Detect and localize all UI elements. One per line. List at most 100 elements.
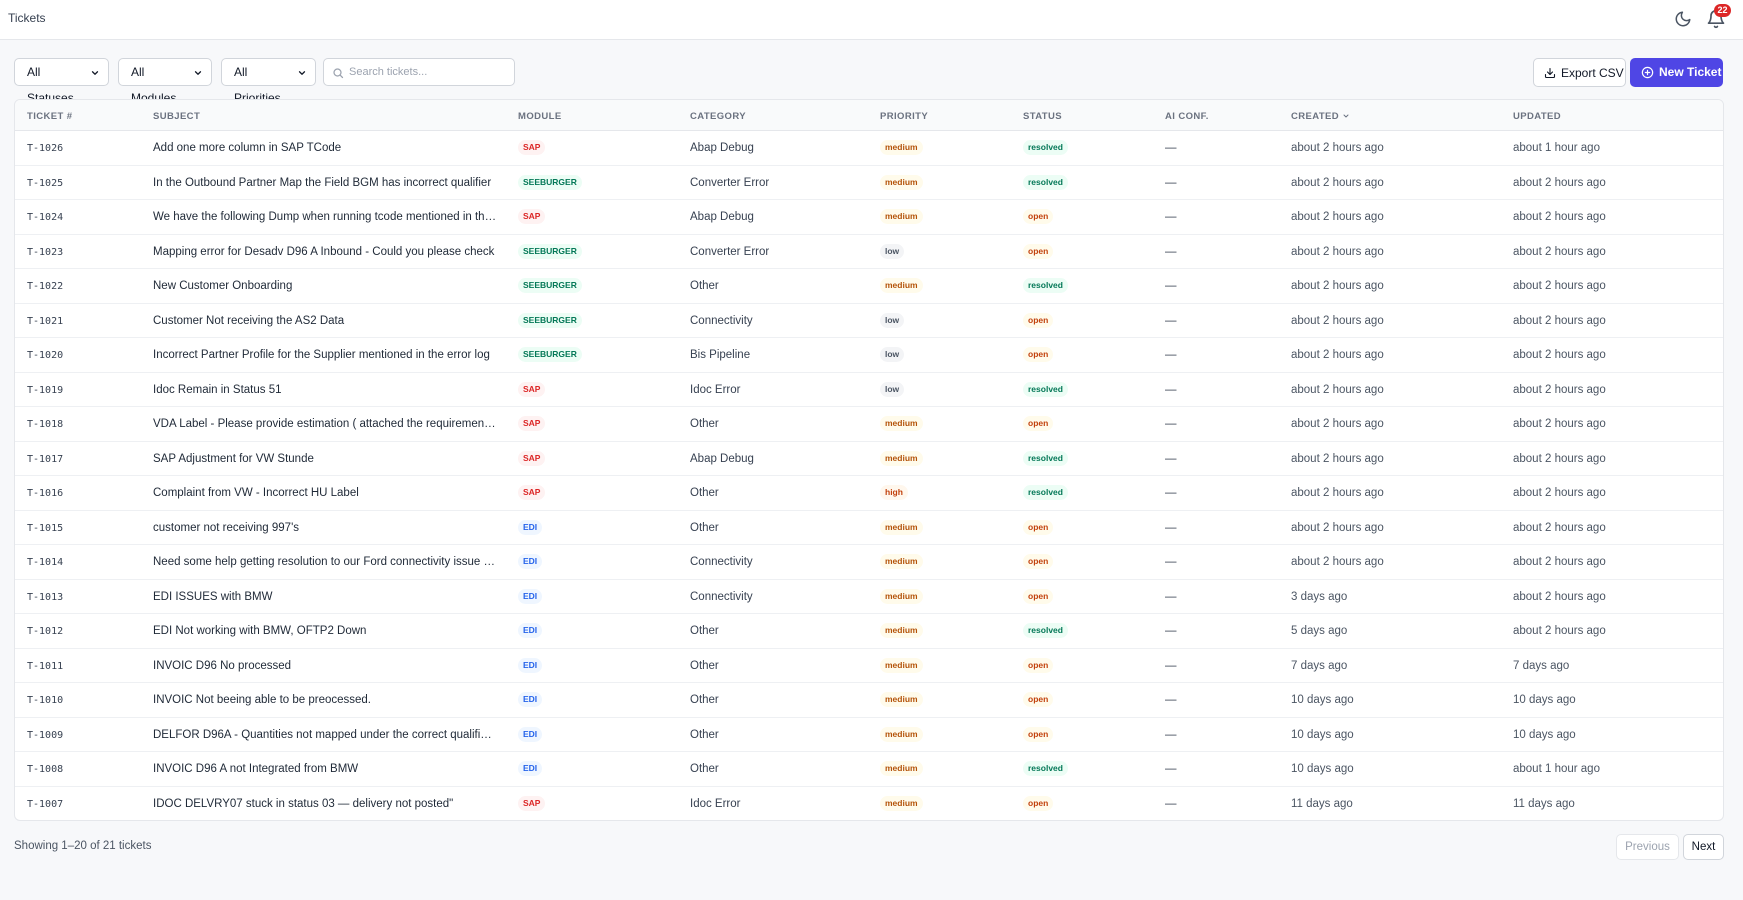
table-row[interactable]: T-1012 EDI Not working with BMW, OFTP2 Do… [15, 614, 1723, 649]
table-row[interactable]: T-1015 customer not receiving 997's EDI Oth… [15, 511, 1723, 545]
table-row[interactable]: T-1021 Customer Not receiving the AS2 Dat… [15, 304, 1723, 338]
table-row[interactable]: T-1025 In the Outbound Partner Map the Fi… [15, 166, 1723, 200]
table-row[interactable]: T-1007 IDOC DELVRY07 stuck in status 03 —… [15, 787, 1723, 821]
created-cell: about 2 hours ago [1291, 418, 1384, 430]
created-cell: about 2 hours ago [1291, 314, 1384, 327]
priority-badge: medium [880, 174, 923, 190]
updated-cell: about 2 hours ago [1513, 625, 1606, 637]
table-row[interactable]: T-1011 INVOIC D96 No processed EDI Other med… [15, 649, 1723, 683]
category-cell: Bis Pipeline [690, 349, 751, 361]
status-cell: open [1023, 726, 1054, 742]
table-row[interactable]: T-1016 Complaint from VW - Incorrect HU L… [15, 476, 1723, 511]
column-header-ticket[interactable]: TICKET # [27, 111, 73, 122]
category-cell: Abap Debug [690, 452, 754, 465]
status-cell: open [1023, 312, 1054, 328]
updated-cell: about 2 hours ago [1513, 280, 1606, 292]
column-header-created[interactable]: CREATED [1291, 111, 1350, 122]
previous-page-button[interactable]: Previous [1616, 834, 1679, 860]
table-row[interactable]: T-1013 EDI ISSUES with BMW EDI Connectivity… [15, 580, 1723, 614]
module-cell: EDI [518, 623, 543, 638]
subject-cell: Incorrect Partner Profile for the Suppli… [153, 349, 490, 361]
moon-icon[interactable] [1674, 10, 1692, 28]
column-header-subject[interactable]: SUBJECT [153, 111, 201, 122]
module-cell: EDI [518, 692, 543, 707]
column-header-module[interactable]: MODULE [518, 111, 562, 122]
category-cell: Connectivity [690, 314, 753, 327]
ticket-id-cell: T-1012 [27, 626, 64, 637]
ai-confidence-cell: — [1165, 694, 1177, 706]
status-badge: resolved [1023, 485, 1068, 500]
created-cell: about 2 hours ago [1291, 245, 1384, 258]
status-badge: open [1023, 692, 1054, 707]
priority-cell: medium [880, 588, 923, 604]
column-header-status[interactable]: STATUS [1023, 111, 1062, 122]
status-badge: resolved [1023, 450, 1068, 466]
module-badge: SEEBURGER [518, 174, 582, 190]
module-cell: SAP [518, 795, 546, 811]
column-header-category[interactable]: CATEGORY [690, 111, 746, 122]
module-cell: EDI [518, 554, 543, 569]
updated-cell: about 2 hours ago [1513, 245, 1606, 258]
table-row[interactable]: T-1024 We have the following Dump when ru… [15, 200, 1723, 235]
status-badge: resolved [1023, 140, 1068, 155]
subject-cell: INVOIC D96 No processed [153, 659, 292, 672]
category-cell: Other [690, 280, 719, 292]
column-header-ai-conf[interactable]: AI CONF. [1165, 111, 1209, 122]
updated-cell: 11 days ago [1513, 797, 1575, 810]
priority-badge: medium [880, 416, 923, 431]
priority-cell: medium [880, 278, 923, 293]
module-badge: EDI [518, 554, 543, 569]
ai-confidence-cell: — [1165, 211, 1177, 223]
status-cell: resolved [1023, 174, 1068, 190]
priority-cell: medium [880, 519, 923, 535]
status-badge: open [1023, 657, 1054, 673]
column-header-priority[interactable]: PRIORITY [880, 111, 929, 122]
table-row[interactable]: T-1022 New Customer Onboarding SEEBURGER Ot… [15, 269, 1723, 304]
download-icon [1544, 67, 1556, 79]
subject-cell: INVOIC Not beeing able to be preocessed. [153, 694, 371, 706]
status-cell: open [1023, 243, 1054, 259]
priority-badge: low [880, 243, 905, 259]
table-body: T-1026 Add one more column in SAP TCode SA… [15, 131, 1723, 821]
module-cell: SEEBURGER [518, 243, 582, 259]
table-row[interactable]: T-1018 VDA Label - Please provide estimat… [15, 407, 1723, 442]
status-cell: resolved [1023, 278, 1068, 293]
table-row[interactable]: T-1023 Mapping error for Desadv D96 A Inb… [15, 235, 1723, 269]
ticket-id-cell: T-1026 [27, 143, 64, 154]
status-filter-select[interactable]: All Statuses [14, 58, 109, 105]
priority-filter-select[interactable]: All Priorities [221, 58, 316, 105]
table-row[interactable]: T-1009 DELFOR D96A - Quantities not mappe… [15, 718, 1723, 752]
table-row[interactable]: T-1020 Incorrect Partner Profile for the … [15, 338, 1723, 373]
priority-badge: low [880, 347, 905, 362]
status-cell: resolved [1023, 623, 1068, 638]
module-cell: EDI [518, 657, 543, 673]
table-row[interactable]: T-1014 Need some help getting resolution … [15, 545, 1723, 580]
category-cell: Other [690, 625, 719, 637]
ticket-id-cell: T-1015 [27, 522, 64, 534]
table-row[interactable]: T-1008 INVOIC D96 A not Integrated from B… [15, 752, 1723, 787]
ticket-id-cell: T-1019 [27, 384, 64, 396]
ai-confidence-cell: — [1165, 797, 1177, 810]
status-badge: open [1023, 312, 1054, 328]
module-filter-select[interactable]: All Modules [118, 58, 212, 105]
table-row[interactable]: T-1017 SAP Adjustment for VW Stunde SAP Aba… [15, 442, 1723, 476]
ticket-id-cell: T-1014 [27, 557, 64, 568]
search-input[interactable] [349, 63, 509, 81]
priority-cell: medium [880, 209, 923, 224]
table-row[interactable]: T-1026 Add one more column in SAP TCode SA… [15, 131, 1723, 166]
updated-cell: about 2 hours ago [1513, 590, 1606, 603]
updated-cell: about 2 hours ago [1513, 487, 1606, 499]
table-row[interactable]: T-1019 Idoc Remain in Status 51 SAP Idoc Er… [15, 373, 1723, 407]
next-page-button[interactable]: Next [1683, 834, 1724, 860]
priority-cell: low [880, 243, 905, 259]
module-badge: EDI [518, 588, 543, 604]
priority-badge: medium [880, 519, 923, 535]
new-ticket-button[interactable]: New Ticket [1630, 58, 1723, 87]
updated-cell: about 2 hours ago [1513, 383, 1606, 396]
updated-cell: about 2 hours ago [1513, 314, 1606, 327]
table-row[interactable]: T-1010 INVOIC Not beeing able to be preoc… [15, 683, 1723, 718]
export-csv-button[interactable]: Export CSV [1533, 58, 1626, 87]
category-cell: Connectivity [690, 556, 753, 568]
priority-badge: medium [880, 140, 923, 155]
column-header-updated[interactable]: UPDATED [1513, 111, 1562, 122]
